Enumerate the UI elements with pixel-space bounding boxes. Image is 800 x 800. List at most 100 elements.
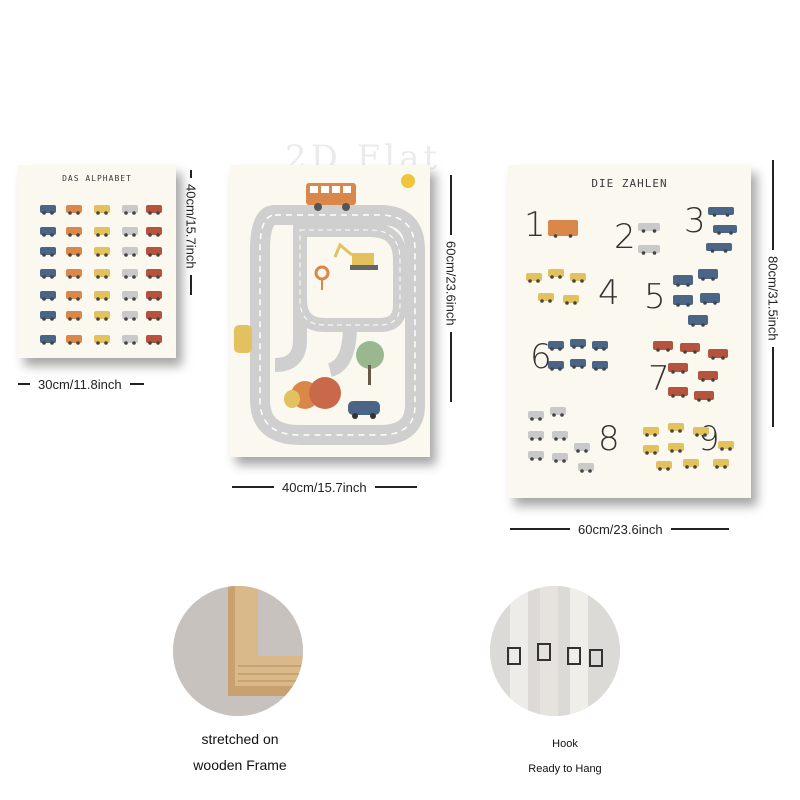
digit-7: 7: [648, 359, 670, 399]
wheel-icon: [96, 233, 100, 237]
wheel-icon: [594, 347, 598, 351]
wheel-icon: [666, 467, 670, 471]
wheel-icon: [717, 231, 721, 235]
wheel-icon: [530, 457, 534, 461]
wheel-icon: [50, 317, 54, 321]
wheel-icon: [132, 211, 136, 215]
wheel-icon: [68, 341, 72, 345]
wheel-icon: [723, 249, 728, 253]
vehicle-icon: [66, 311, 82, 319]
wheel-icon: [538, 457, 542, 461]
vehicle-icon: [688, 315, 708, 325]
wheel-icon: [548, 299, 552, 303]
wheel-icon: [580, 469, 584, 473]
vehicle-icon: [638, 245, 660, 253]
wheel-icon: [553, 234, 558, 238]
wheel-icon: [132, 297, 136, 301]
vehicle-icon: [40, 335, 56, 343]
vehicle-icon: [146, 335, 162, 343]
wheel-icon: [670, 449, 674, 453]
wheel-icon: [560, 413, 564, 417]
wheel-icon: [104, 297, 108, 301]
wheel-icon: [678, 449, 682, 453]
wheel-icon: [156, 211, 160, 215]
wheel-icon: [720, 447, 724, 451]
wheel-icon: [691, 323, 695, 327]
vehicle-icon: [94, 335, 110, 343]
wheel-icon: [76, 233, 80, 237]
wheel-icon: [580, 365, 584, 369]
wheel-icon: [707, 398, 711, 402]
vehicle-icon: [528, 451, 544, 459]
wheel-icon: [104, 341, 108, 345]
wheel-icon: [686, 303, 690, 307]
wheel-icon: [96, 341, 100, 345]
vehicle-icon: [552, 453, 568, 461]
vehicle-icon: [638, 223, 660, 231]
vehicle-icon: [94, 291, 110, 299]
vehicle-icon: [40, 205, 56, 213]
vehicle-icon: [146, 269, 162, 277]
wheel-icon: [76, 341, 80, 345]
hook-photo: [490, 586, 620, 716]
wheel-icon: [710, 249, 715, 253]
wheel-icon: [96, 253, 100, 257]
road-height-dimension: 60cm/23.6inch: [443, 175, 459, 455]
wheel-icon: [554, 459, 558, 463]
wheel-icon: [124, 211, 128, 215]
wheel-icon: [554, 437, 558, 441]
wheel-icon: [641, 251, 646, 255]
wheel-icon: [594, 367, 598, 371]
vehicle-icon: [40, 227, 56, 235]
vehicle-icon: [706, 243, 732, 251]
wheel-icon: [695, 433, 699, 437]
digit-4: 4: [598, 273, 620, 313]
wheel-icon: [538, 437, 542, 441]
wheel-icon: [104, 211, 108, 215]
wheel-icon: [132, 233, 136, 237]
hook-illustration: [490, 586, 620, 716]
wheel-icon: [580, 345, 584, 349]
wheel-icon: [156, 297, 160, 301]
vehicle-icon: [66, 247, 82, 255]
vehicle-icon: [708, 207, 734, 215]
numbers-vehicle-icons: [526, 207, 737, 473]
wheel-icon: [683, 350, 687, 354]
wheel-icon: [42, 297, 46, 301]
vehicle-icon: [122, 247, 138, 255]
wheel-icon: [50, 233, 54, 237]
wheel-icon: [711, 277, 715, 281]
wheel-icon: [156, 341, 160, 345]
vehicle-icon: [548, 220, 578, 236]
road-width-dimension: 40cm/15.7inch: [232, 480, 428, 495]
wheel-icon: [156, 253, 160, 257]
wheel-icon: [124, 233, 128, 237]
wheel-icon: [656, 348, 660, 352]
vehicle-icon: [680, 343, 700, 352]
wheel-icon: [562, 437, 566, 441]
alphabet-height-label: 40cm/15.7inch: [183, 184, 199, 269]
hook-caption-line2: Ready to Hang: [528, 763, 602, 775]
vehicle-icon: [146, 205, 162, 213]
wheel-icon: [68, 297, 72, 301]
vehicle-icon: [718, 441, 734, 449]
vehicle-icon: [713, 459, 729, 467]
wheel-icon: [538, 417, 542, 421]
alphabet-height-dimension: 40cm/15.7inch: [183, 170, 199, 345]
wheel-icon: [728, 447, 732, 451]
wheel-icon: [550, 367, 554, 371]
wheel-icon: [148, 275, 152, 279]
wheel-icon: [148, 297, 152, 301]
vehicle-icon: [548, 341, 564, 349]
vehicle-icon: [66, 291, 82, 299]
wheel-icon: [652, 251, 657, 255]
wheel-icon: [562, 459, 566, 463]
vehicle-icon: [146, 291, 162, 299]
wheel-icon: [42, 233, 46, 237]
wheel-icon: [697, 398, 701, 402]
wheel-icon: [96, 317, 100, 321]
wheel-icon: [104, 253, 108, 257]
vehicle-icon: [94, 247, 110, 255]
digit-2: 2: [614, 217, 636, 257]
vehicle-icon: [574, 443, 590, 451]
